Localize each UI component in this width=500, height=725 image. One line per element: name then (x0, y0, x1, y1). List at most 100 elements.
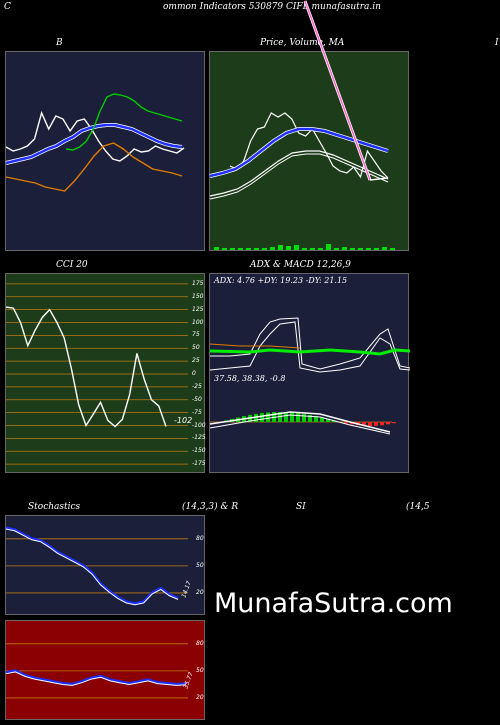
volume-bar (214, 247, 219, 250)
price-spike-line (304, 0, 371, 181)
cci-level-label: 25 (192, 357, 200, 365)
brand-watermark: MunafaSutra.com (214, 588, 453, 619)
cci-chart (5, 283, 188, 465)
adx-title: ADX & MACD 12,26,9 (250, 260, 351, 270)
macd-hist-bar (326, 418, 330, 422)
adx-readout: ADX: 4.76 +DY: 19.23 -DY: 21.15 (214, 276, 348, 285)
cci-title: CCI 20 (56, 260, 88, 270)
rsi-level-label: 50 (196, 666, 204, 674)
cci-level-label: 125 (192, 305, 204, 313)
cci-level-label: -150 (192, 447, 206, 455)
stoch-level-label: 20 (196, 588, 204, 596)
bollinger-series-2 (65, 93, 183, 151)
rsi-level-label: 20 (196, 693, 204, 701)
price-panel (209, 0, 409, 251)
volume-bar (342, 247, 347, 250)
price-chart (209, 0, 395, 250)
cci-level-label: -175 (192, 460, 206, 468)
bollinger-title: B (56, 38, 63, 48)
cci-level-label: 0 (192, 370, 196, 377)
stoch-title-left: Stochastics (28, 502, 81, 512)
cci-level-label: 150 (192, 292, 204, 300)
macd-hist-bar (386, 422, 390, 425)
macd-hist-bar (308, 414, 312, 422)
cci-level-label: -25 (192, 382, 202, 390)
volume-bar (238, 248, 243, 250)
price-series-2 (209, 150, 389, 197)
cci-level-label: -125 (192, 434, 206, 442)
bollinger-panel (5, 51, 205, 251)
volume-bar (278, 245, 283, 250)
stoch-panel: 80 50 20 14.17 (5, 515, 205, 615)
volume-bar (358, 248, 363, 250)
bollinger-series-3 (5, 142, 183, 192)
stoch-title-right: (14,3,3) & R (182, 502, 239, 512)
header-letter: C (4, 2, 11, 12)
volume-bar (382, 247, 387, 250)
volume-bar (254, 248, 259, 250)
macd-hist-bar (380, 422, 384, 426)
bollinger-series-1 (5, 123, 183, 165)
volume-bar (318, 248, 323, 250)
macd-hist-bar (368, 422, 372, 426)
volume-bar (334, 248, 339, 250)
adx-minus-di (209, 321, 411, 373)
bollinger-chart (5, 93, 185, 192)
price-title: Price, Volume, MA (260, 38, 345, 48)
macd-hist-bar (296, 413, 300, 422)
right-edge-title: I (495, 38, 499, 48)
volume-bar (366, 248, 371, 250)
volume-bar (302, 248, 307, 250)
rsi-line (5, 669, 187, 686)
cci-level-label: 75 (192, 331, 200, 339)
volume-bar (230, 248, 235, 250)
volume-bar (262, 248, 267, 250)
volume-bar (374, 248, 379, 250)
macd-hist-bar (284, 412, 288, 422)
adx-plus-di (210, 317, 411, 370)
adx-orange (209, 343, 301, 349)
macd-hist-bar (362, 422, 366, 426)
adx-line (209, 348, 411, 356)
cci-level-label: -100 (192, 421, 206, 429)
volume-bar (246, 248, 251, 250)
cci-line (5, 306, 167, 428)
macd-line (209, 411, 391, 433)
stoch-level-label: 80 (196, 534, 204, 542)
bollinger-series-0 (5, 110, 185, 162)
macd-hist-bar (374, 422, 378, 426)
macd-hist-bar (302, 413, 306, 422)
volume-bar (350, 248, 355, 250)
rsi-chart (5, 643, 188, 699)
stoch-line-2 (5, 528, 179, 606)
macd-signal (209, 414, 391, 435)
price-series-1 (209, 127, 389, 178)
stoch-level-label: 50 (196, 561, 204, 569)
rsi-title-right: (14,5 (406, 502, 430, 512)
volume-bar (390, 248, 395, 250)
rsi-panel: 80 50 20 35.77 (5, 620, 205, 720)
cci-level-label: -50 (192, 395, 202, 403)
macd-readout: 37.58, 38.38, -0.8 (214, 374, 286, 383)
rsi-title-left: SI (296, 502, 306, 512)
macd-hist-bar (260, 413, 264, 422)
stoch-chart (5, 526, 188, 606)
macd-hist-bar (290, 412, 294, 422)
rsi-line-2 (5, 671, 187, 686)
volume-bar (286, 246, 291, 250)
volume-bar (310, 248, 315, 250)
cci-level-label: 100 (192, 318, 204, 326)
cci-level-label: -75 (192, 408, 202, 416)
macd-hist-bar (266, 412, 270, 422)
price-spike-tail (369, 177, 389, 181)
macd-hist-bar (344, 422, 348, 424)
rsi-level-label: 80 (196, 639, 204, 647)
price-ma-long-outline (209, 153, 389, 200)
adx-macd-chart (209, 317, 411, 435)
stoch-line (5, 526, 179, 606)
cci-panel: 175 150 125 100 75 50 25 0 -25 -50 -75 -100 -125 -150… (5, 273, 206, 473)
volume-bar (326, 244, 331, 250)
volume-bar (222, 248, 227, 250)
cci-value-label: -102 (174, 416, 193, 425)
page-title: ommon Indicators 530879 CIFL munafasutra… (163, 2, 381, 12)
